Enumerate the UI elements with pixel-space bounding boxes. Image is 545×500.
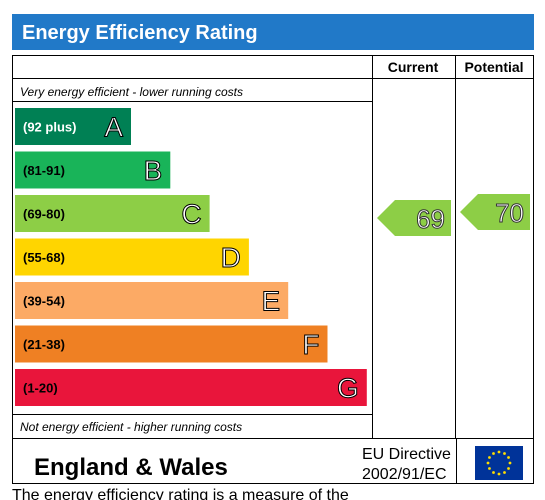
band-g: (1-20) G bbox=[15, 369, 367, 406]
band-letter: G bbox=[337, 373, 359, 404]
band-letter: C bbox=[181, 199, 201, 230]
potential-rating-arrow-shape bbox=[460, 194, 530, 230]
current-rating-arrow-value: 69 bbox=[416, 204, 445, 234]
band-range-label: (55-68) bbox=[23, 250, 65, 265]
flag-star bbox=[503, 471, 506, 474]
potential-rating-arrow-value: 70 bbox=[495, 198, 524, 228]
band-range-label: (69-80) bbox=[23, 207, 65, 222]
bottom-note: Not energy efficient - higher running co… bbox=[20, 420, 242, 434]
footer-region: England & Wales bbox=[34, 454, 228, 481]
current-rating-arrow-shape bbox=[377, 200, 451, 236]
column-header-potential: Potential bbox=[464, 59, 523, 75]
band-d: (55-68) D bbox=[15, 238, 249, 276]
band-bar bbox=[15, 151, 171, 189]
band-bar bbox=[15, 369, 367, 406]
band-bar bbox=[15, 282, 289, 319]
flag-star bbox=[492, 471, 495, 474]
flag-star bbox=[508, 461, 512, 465]
band-range-label: (39-54) bbox=[23, 294, 65, 309]
band-letter: D bbox=[221, 242, 241, 273]
band-range-label: (21-38) bbox=[23, 337, 65, 352]
chart-inner-lines bbox=[12, 101, 372, 415]
band-letter: A bbox=[104, 112, 123, 143]
eu-flag-icon bbox=[475, 446, 523, 480]
flag-star bbox=[492, 452, 495, 455]
band-bar bbox=[15, 325, 328, 363]
band-c: (69-80) C bbox=[15, 195, 210, 232]
caption-text: The energy efficiency rating is a measur… bbox=[12, 487, 349, 500]
chart-title: Energy Efficiency Rating bbox=[22, 22, 258, 44]
flag-star bbox=[488, 467, 491, 470]
potential-rating-arrow: 70 bbox=[460, 194, 530, 230]
band-e: (39-54) E bbox=[15, 282, 289, 319]
band-range-label: (1-20) bbox=[23, 381, 58, 396]
footer-directive-line2: 2002/91/EC bbox=[362, 466, 447, 483]
band-range-label: (81-91) bbox=[23, 163, 65, 178]
flag-star bbox=[486, 461, 490, 465]
flag-star bbox=[497, 450, 501, 454]
header-bar bbox=[12, 14, 534, 50]
flag-star bbox=[507, 467, 510, 470]
column-header-current: Current bbox=[388, 59, 439, 75]
flag-star bbox=[507, 456, 510, 459]
footer-directive-line1: EU Directive bbox=[362, 446, 451, 463]
flag-star bbox=[503, 452, 506, 455]
band-f: (21-38) F bbox=[15, 325, 328, 363]
band-bar bbox=[15, 238, 249, 276]
band-letter: F bbox=[302, 329, 319, 360]
epc-chart: Energy Efficiency Rating Current Potenti… bbox=[12, 14, 534, 484]
band-bar bbox=[15, 108, 131, 145]
rating-arrows: 69 70 bbox=[377, 194, 530, 236]
rating-bands: (92 plus) A (81-91) B (69-80) C (55-68) D (39-54… bbox=[15, 108, 367, 406]
band-letter: E bbox=[262, 286, 281, 317]
flag-star bbox=[488, 456, 491, 459]
top-note: Very energy efficient - lower running co… bbox=[20, 85, 243, 99]
chart-frame bbox=[12, 55, 534, 484]
band-a: (92 plus) A bbox=[15, 108, 131, 145]
band-b: (81-91) B bbox=[15, 151, 171, 189]
band-bar bbox=[15, 195, 210, 232]
band-letter: B bbox=[144, 155, 163, 186]
flag-star bbox=[497, 472, 501, 476]
band-range-label: (92 plus) bbox=[23, 120, 76, 135]
current-rating-arrow: 69 bbox=[377, 200, 451, 236]
